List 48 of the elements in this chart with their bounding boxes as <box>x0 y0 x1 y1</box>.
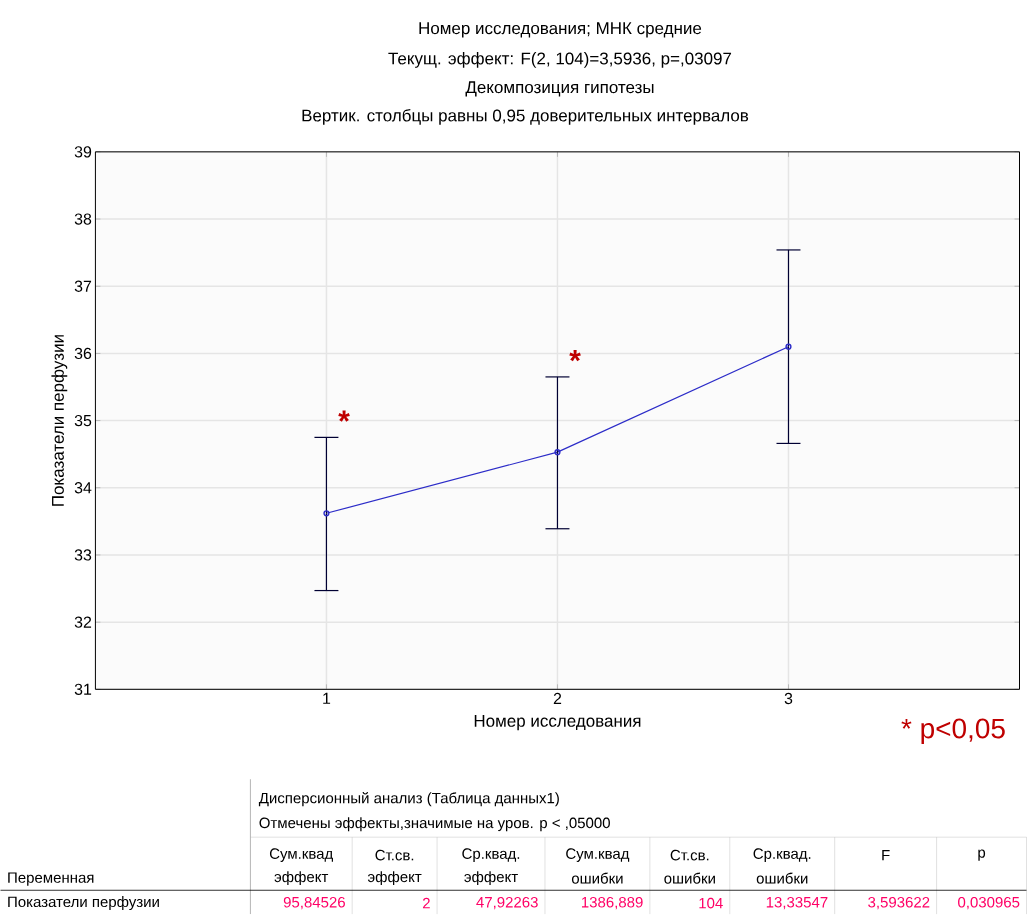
y-tick-label: 39 <box>74 146 92 158</box>
text: Ср.квад. <box>462 848 520 863</box>
text: 2 <box>422 898 430 909</box>
annotation: * <box>569 350 581 362</box>
x-axis-title: Номер исследования <box>474 715 641 731</box>
y-tick-label: 34 <box>74 482 92 494</box>
text: 104 <box>699 898 723 909</box>
x-tick-label: 1 <box>323 693 331 705</box>
text: Ср.квад. <box>753 848 811 863</box>
text: 47,92263 <box>476 897 538 910</box>
text: Сум.квад <box>566 848 630 863</box>
text: эффект <box>464 871 518 886</box>
y-tick-label: 32 <box>74 616 92 628</box>
text: F <box>882 850 890 861</box>
text: Отмечены эффекты,значимые на уров. p < ,05000 <box>259 817 610 832</box>
text: Ст.св. <box>670 850 709 861</box>
chart-title: Номер исследования; МНК средние <box>419 22 702 38</box>
text: Переменная <box>8 872 94 887</box>
text: ошибки <box>664 872 715 884</box>
text: Вертик. столбцы равны 0,95 доверительных интервалов <box>302 109 749 126</box>
x-tick-label: 3 <box>784 693 793 705</box>
text: ошибки <box>756 872 808 884</box>
chart-subtitle: Текущ. эффект: F(2, 104)=3,5936, p=,03097 <box>388 52 732 69</box>
text: Ст.св. <box>375 850 414 861</box>
text: 13,33547 <box>766 897 828 910</box>
text: 3,593622 <box>868 897 930 910</box>
text: * p<0,05 <box>901 718 1005 745</box>
text: Дисперсионный анализ (Таблица данных1) <box>258 792 559 807</box>
text: эффект <box>367 871 422 886</box>
y-tick-label: 31 <box>74 683 92 696</box>
point <box>554 449 561 456</box>
text: Декомпозиция гипотезы <box>465 81 654 97</box>
y-tick-label: 33 <box>74 549 92 561</box>
text: p <box>978 849 986 861</box>
x-tick-label: 2 <box>553 693 562 705</box>
text: эффект <box>274 871 329 886</box>
y-tick-label: 35 <box>74 415 92 427</box>
text: 1386,889 <box>581 897 643 910</box>
text: 95,84526 <box>283 897 345 910</box>
y-axis-title: Показатели перфузии <box>51 335 68 507</box>
text: 0,030965 <box>958 897 1020 910</box>
text: Сум.квад <box>269 848 333 863</box>
text: ошибки <box>571 872 623 884</box>
y-tick-label: 38 <box>74 213 92 225</box>
y-tick-label: 37 <box>74 280 92 293</box>
annotation: * <box>338 410 350 422</box>
text: Показатели перфузии <box>8 896 159 911</box>
y-tick-label: 36 <box>74 347 92 360</box>
